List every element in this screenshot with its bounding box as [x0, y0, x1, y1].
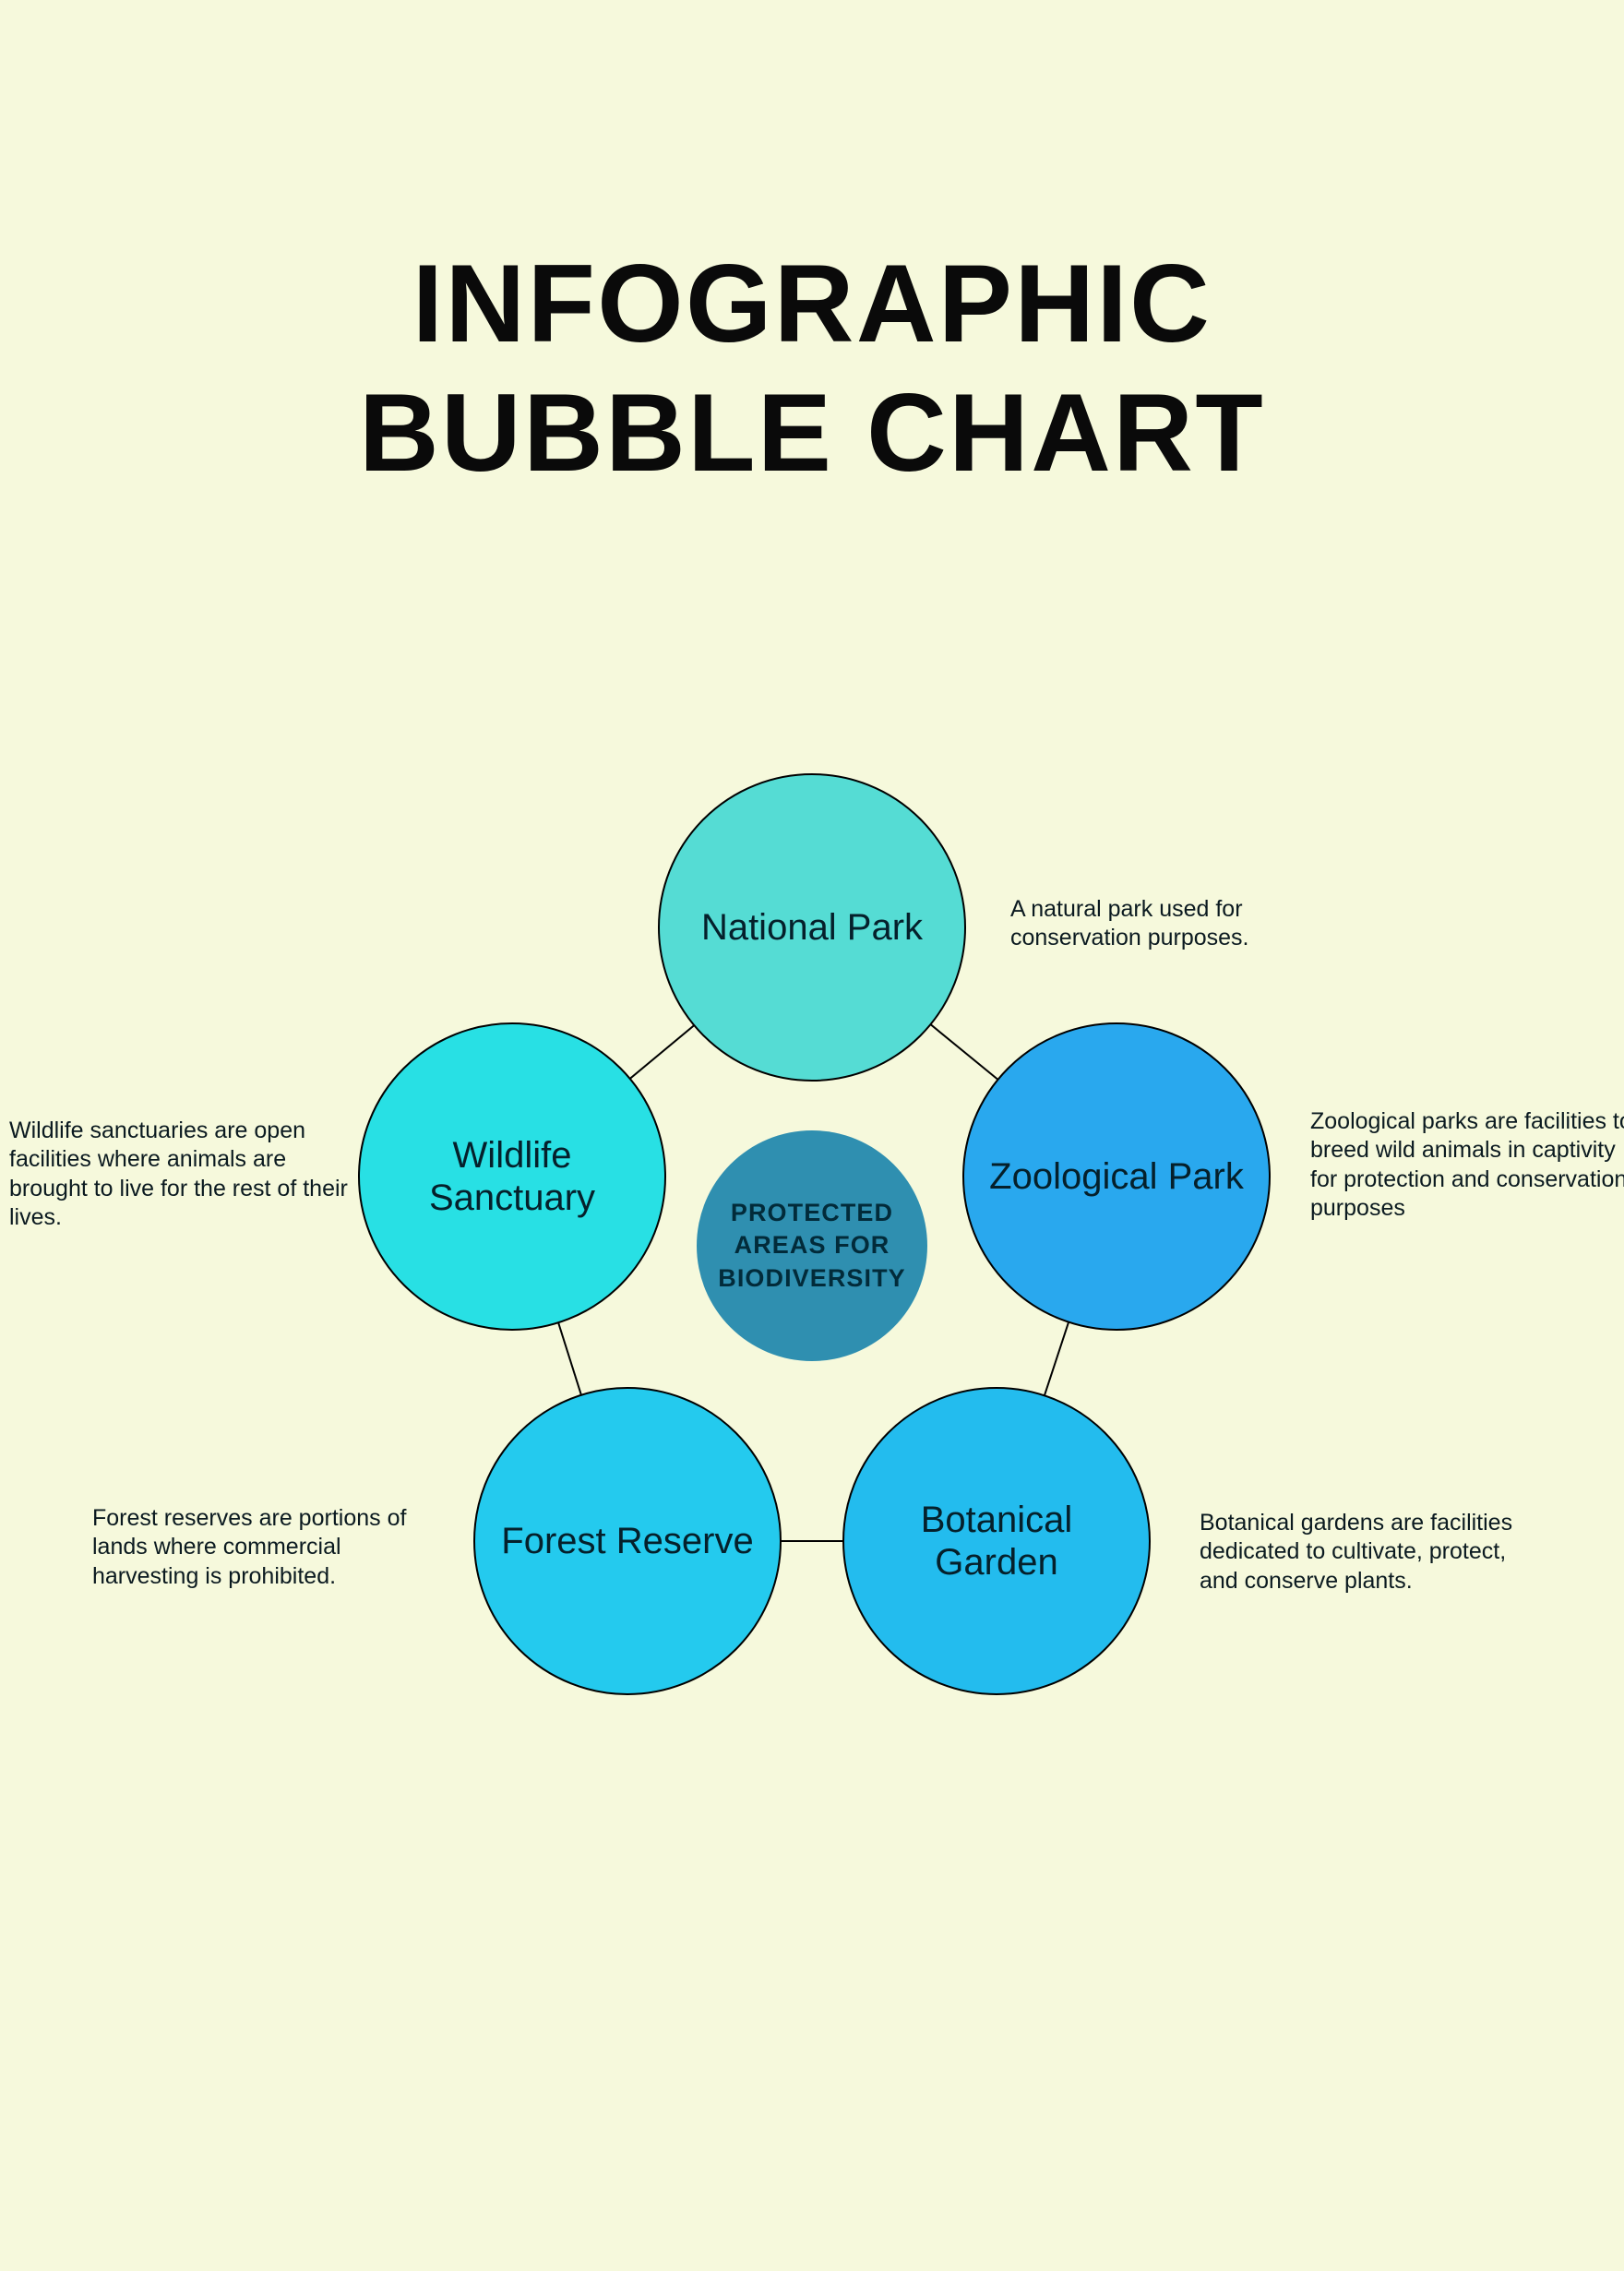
bubble-label-botanical-garden: Botanical Garden: [867, 1499, 1127, 1584]
bubble-forest-reserve: Forest Reserve: [473, 1387, 782, 1695]
bubble-wildlife-sanctuary: Wildlife Sanctuary: [358, 1022, 666, 1331]
desc-botanical-garden: Botanical gardens are facilities dedicat…: [1200, 1509, 1550, 1596]
bubble-label-wildlife-sanctuary: Wildlife Sanctuary: [383, 1134, 642, 1219]
desc-forest-reserve: Forest reserves are portions of lands wh…: [92, 1504, 443, 1591]
center-bubble-label: PROTECTED AREAS FOR BIODIVERSITY: [714, 1197, 911, 1294]
bubble-label-forest-reserve: Forest Reserve: [501, 1520, 753, 1562]
desc-wildlife-sanctuary: Wildlife sanctuaries are open facilities…: [9, 1117, 351, 1232]
desc-national-park: A natural park used for conservation pur…: [1010, 895, 1343, 953]
infographic-canvas: INFOGRAPHIC BUBBLE CHART PROTECTED AREAS…: [0, 0, 1624, 2271]
bubble-label-zoological-park: Zoological Park: [989, 1155, 1244, 1198]
title-line1: INFOGRAPHIC: [412, 240, 1212, 367]
title-line2: BUBBLE CHART: [359, 369, 1265, 496]
bubble-label-national-park: National Park: [701, 906, 923, 949]
center-bubble: PROTECTED AREAS FOR BIODIVERSITY: [697, 1130, 927, 1361]
bubble-botanical-garden: Botanical Garden: [842, 1387, 1151, 1695]
desc-zoological-park: Zoological parks are facilities to breed…: [1310, 1107, 1624, 1223]
bubble-national-park: National Park: [658, 773, 966, 1082]
bubble-zoological-park: Zoological Park: [962, 1022, 1271, 1331]
